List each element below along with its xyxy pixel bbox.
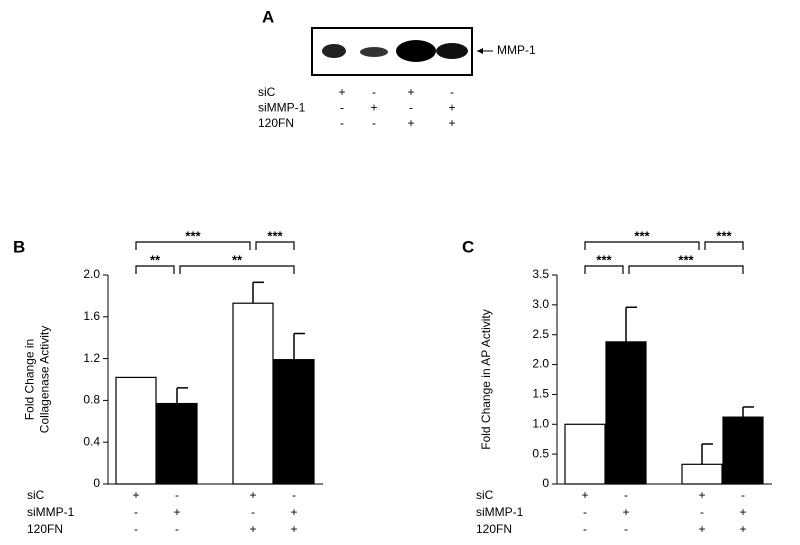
- y-tick-label: 0: [93, 476, 100, 490]
- significance-bracket: [135, 241, 251, 250]
- condition-sign: +: [739, 505, 746, 519]
- condition-sign: -: [372, 116, 376, 130]
- y-tick-label: 1.2: [83, 351, 100, 365]
- condition-label: 120FN: [258, 116, 294, 130]
- panel-label: B: [13, 237, 25, 256]
- significance-label: ***: [267, 228, 283, 243]
- condition-sign: +: [290, 505, 297, 519]
- blot-band: [396, 40, 436, 62]
- y-tick-label: 2.5: [532, 327, 549, 341]
- condition-sign: +: [448, 116, 455, 130]
- bar: [722, 416, 764, 485]
- condition-sign: +: [338, 85, 345, 99]
- condition-sign: +: [407, 116, 414, 130]
- significance-label: **: [232, 252, 243, 267]
- bar: [232, 302, 274, 485]
- significance-label: ***: [634, 228, 650, 243]
- significance-label: ***: [716, 228, 732, 243]
- condition-label: siC: [258, 85, 276, 99]
- condition-sign: -: [624, 522, 628, 536]
- condition-label: siMMP-1: [258, 101, 306, 115]
- condition-sign: -: [175, 522, 179, 536]
- condition-label: siMMP-1: [476, 505, 524, 519]
- y-tick-label: 3.5: [532, 267, 549, 281]
- y-tick-label: 1.0: [532, 416, 549, 430]
- condition-label: siC: [476, 488, 494, 502]
- bar-chart: C Fold Change in AP Activity 0 0.5 1.0 1.5 2.0…: [462, 228, 772, 536]
- blot-band: [322, 44, 346, 58]
- bar: [564, 423, 606, 485]
- y-tick-label: 0.5: [532, 446, 549, 460]
- y-tick-label: 1.6: [83, 309, 100, 323]
- condition-sign: -: [292, 488, 296, 502]
- significance-label: **: [150, 252, 161, 267]
- y-tick-label: 2.0: [83, 267, 100, 281]
- condition-sign: -: [372, 85, 376, 99]
- condition-sign: -: [409, 101, 413, 115]
- condition-sign: -: [583, 505, 587, 519]
- condition-sign: -: [583, 522, 587, 536]
- condition-sign: +: [698, 488, 705, 502]
- y-axis-label: Fold Change in AP Activity: [479, 309, 493, 450]
- condition-sign: +: [249, 522, 256, 536]
- condition-sign: +: [173, 505, 180, 519]
- bar-chart: B Fold Change in Collagenase Activity 0 0.4 0…: [13, 228, 323, 536]
- bar: [156, 402, 198, 485]
- condition-sign: +: [698, 522, 705, 536]
- blot-band: [360, 47, 388, 57]
- band-label: MMP-1: [497, 43, 536, 57]
- condition-sign: -: [700, 505, 704, 519]
- y-tick-label: 0.4: [83, 434, 100, 448]
- significance-label: ***: [185, 228, 201, 243]
- significance-label: ***: [596, 252, 612, 267]
- condition-sign: -: [624, 488, 628, 502]
- significance-bracket: [135, 265, 175, 274]
- y-tick-label: 1.5: [532, 387, 549, 401]
- condition-sign: +: [370, 101, 377, 115]
- condition-sign: -: [175, 488, 179, 502]
- y-axis-label: Collagenase Activity: [38, 326, 52, 433]
- significance-bracket: [704, 241, 744, 250]
- condition-sign: -: [340, 101, 344, 115]
- condition-sign: +: [407, 85, 414, 99]
- condition-sign: +: [448, 101, 455, 115]
- condition-sign: -: [340, 116, 344, 130]
- panel-label: A: [262, 7, 274, 26]
- condition-sign: -: [741, 488, 745, 502]
- significance-label: ***: [678, 252, 694, 267]
- significance-bracket: [628, 265, 744, 274]
- significance-bracket: [584, 265, 624, 274]
- significance-bracket: [584, 241, 700, 250]
- condition-sign: +: [739, 522, 746, 536]
- condition-sign: -: [251, 505, 255, 519]
- condition-sign: +: [290, 522, 297, 536]
- condition-sign: +: [249, 488, 256, 502]
- condition-sign: -: [450, 85, 454, 99]
- significance-bracket: [179, 265, 295, 274]
- condition-sign: +: [622, 505, 629, 519]
- y-tick-label: 2.0: [532, 357, 549, 371]
- condition-label: siC: [27, 488, 45, 502]
- y-tick-label: 0: [542, 476, 549, 490]
- bar: [115, 376, 157, 485]
- condition-label: 120FN: [476, 522, 512, 536]
- significance-bracket: [255, 241, 295, 250]
- blot-band: [436, 43, 468, 59]
- condition-label: siMMP-1: [27, 505, 75, 519]
- y-axis-label: Fold Change in: [23, 339, 37, 420]
- condition-sign: +: [581, 488, 588, 502]
- y-tick-label: 0.8: [83, 393, 100, 407]
- condition-sign: +: [132, 488, 139, 502]
- panel-label: C: [462, 237, 474, 256]
- condition-label: 120FN: [27, 522, 63, 536]
- y-tick-label: 3.0: [532, 297, 549, 311]
- band-arrowhead: [477, 48, 483, 54]
- bar: [273, 359, 315, 485]
- bar: [605, 341, 647, 485]
- condition-sign: -: [134, 522, 138, 536]
- condition-sign: -: [134, 505, 138, 519]
- bar: [681, 463, 723, 485]
- western-blot: MMP-1: [311, 27, 536, 76]
